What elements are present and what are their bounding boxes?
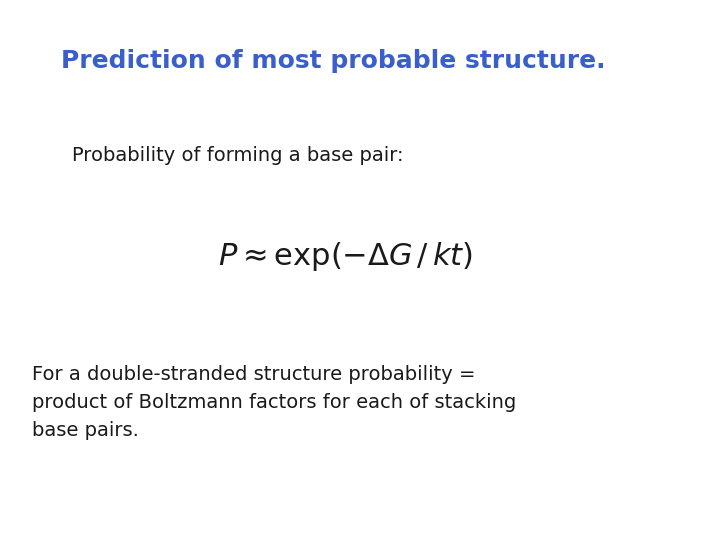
Text: Probability of forming a base pair:: Probability of forming a base pair: [72, 146, 403, 165]
Text: For a double-stranded structure probability =
product of Boltzmann factors for e: For a double-stranded structure probabil… [32, 364, 517, 440]
Text: $P \approx \mathrm{exp}(-\Delta G\,/\,kt)$: $P \approx \mathrm{exp}(-\Delta G\,/\,kt… [218, 240, 473, 273]
Text: Prediction of most probable structure.: Prediction of most probable structure. [61, 49, 606, 72]
